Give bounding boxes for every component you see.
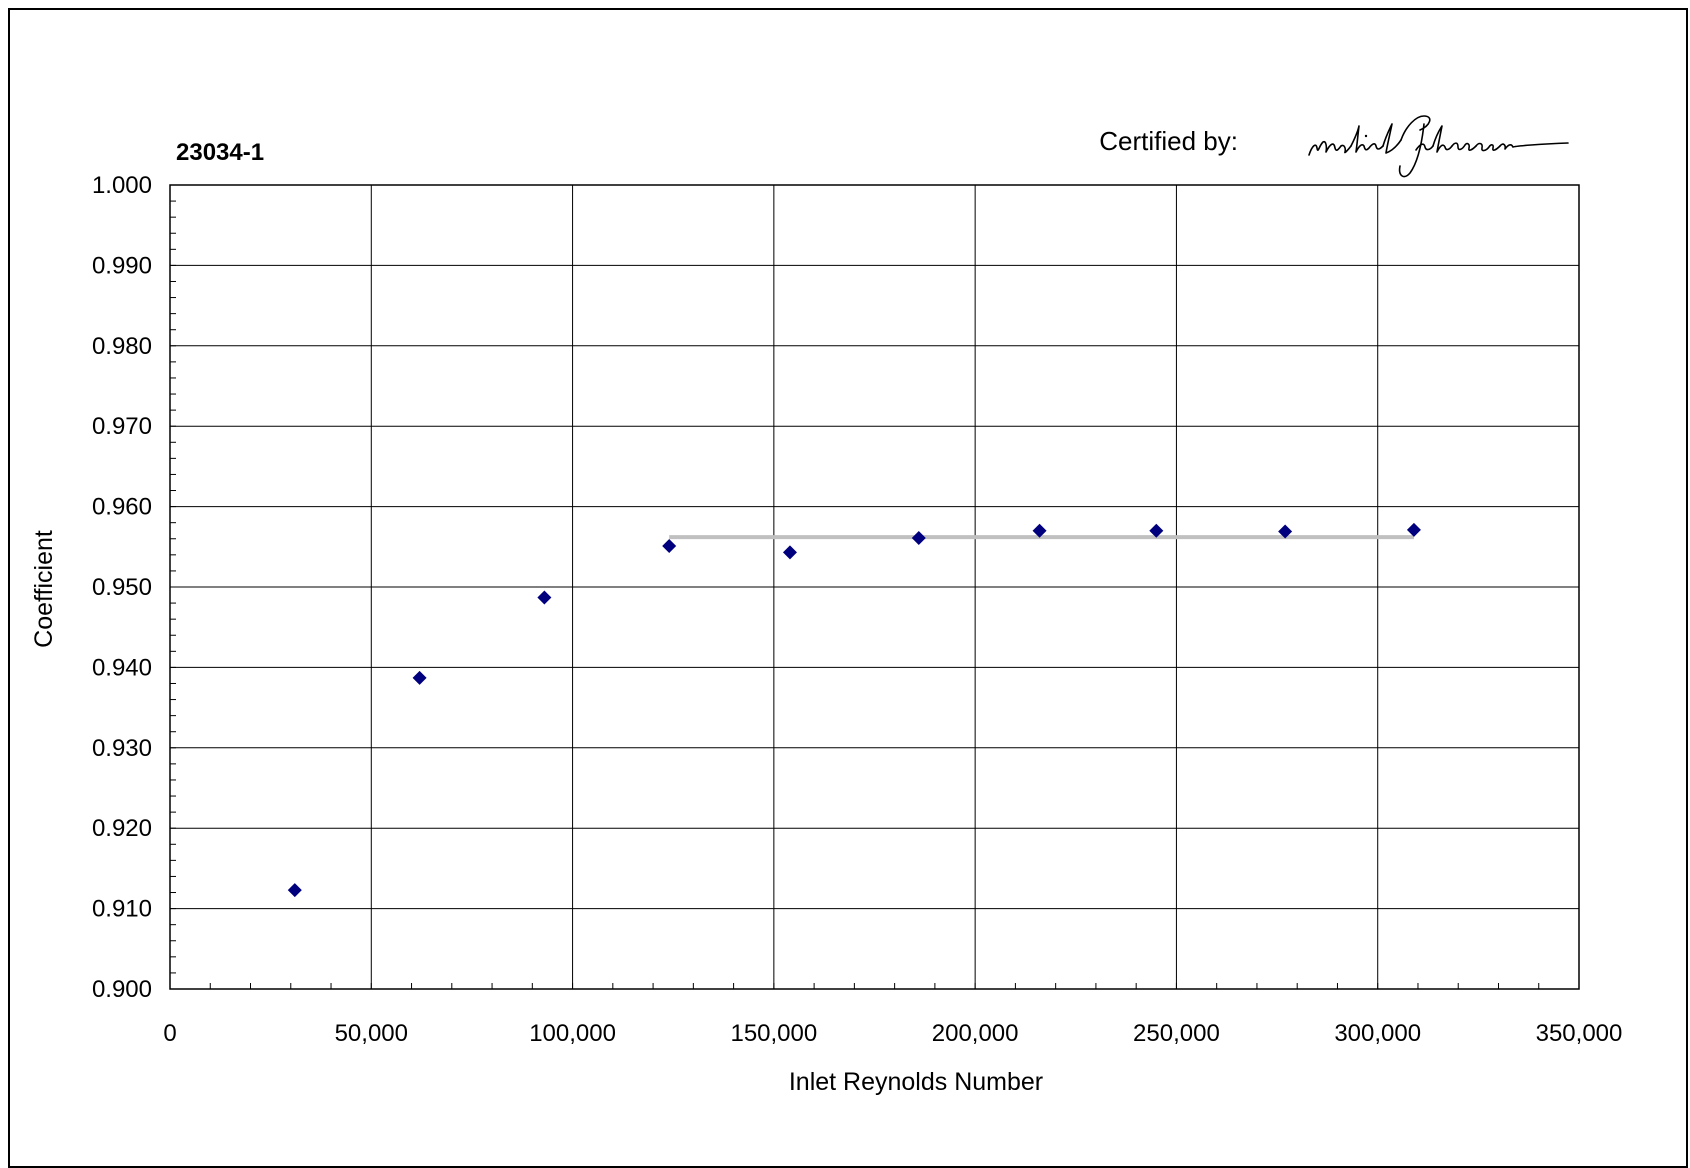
x-tick-label: 0 <box>163 1020 176 1047</box>
data-point <box>1278 524 1293 539</box>
grid-lines <box>170 185 1579 989</box>
y-axis-label: Coefficient <box>30 530 58 648</box>
x-tick-label: 50,000 <box>335 1020 408 1047</box>
x-tick-label: 150,000 <box>730 1020 817 1047</box>
certified-by-label: Certified by: <box>1099 126 1238 156</box>
data-point <box>662 538 677 553</box>
y-tick-label: 0.910 <box>92 896 152 923</box>
data-point <box>537 590 552 605</box>
x-tick-label: 300,000 <box>1334 1020 1421 1047</box>
y-tick-label: 0.920 <box>92 815 152 842</box>
y-tick-label: 0.960 <box>92 494 152 521</box>
data-points <box>287 522 1421 898</box>
x-tick-label: 100,000 <box>529 1020 616 1047</box>
y-tick-label: 0.940 <box>92 654 152 681</box>
y-tick-label: 0.930 <box>92 735 152 762</box>
data-point <box>782 545 797 560</box>
y-tick-label: 0.900 <box>92 976 152 1003</box>
x-tick-label: 350,000 <box>1536 1020 1623 1047</box>
data-point <box>412 670 427 685</box>
signature <box>1308 115 1569 178</box>
data-point <box>911 530 926 545</box>
chart-frame <box>8 8 1688 1168</box>
y-tick-label: 0.980 <box>92 333 152 360</box>
data-point <box>1406 522 1421 537</box>
y-tick-label: 0.970 <box>92 413 152 440</box>
x-tick-labels: 0 50,000 100,000 150,000 200,000 250,000 300,0… <box>163 1020 1622 1047</box>
data-point <box>1032 523 1047 538</box>
y-tick-label: 0.990 <box>92 252 152 279</box>
y-tick-label: 1.000 <box>92 172 152 199</box>
data-point <box>1149 523 1164 538</box>
x-axis-label: Inlet Reynolds Number <box>789 1068 1043 1096</box>
x-tick-label: 200,000 <box>932 1020 1019 1047</box>
y-tick-labels: 0.900 0.910 0.920 0.930 0.940 0.950 0.960 0.970… <box>92 172 152 1003</box>
minor-ticks <box>169 184 1580 990</box>
x-tick-label: 250,000 <box>1133 1020 1220 1047</box>
data-point <box>287 883 302 898</box>
y-tick-label: 0.950 <box>92 574 152 601</box>
chart-title: 23034-1 <box>176 139 264 166</box>
